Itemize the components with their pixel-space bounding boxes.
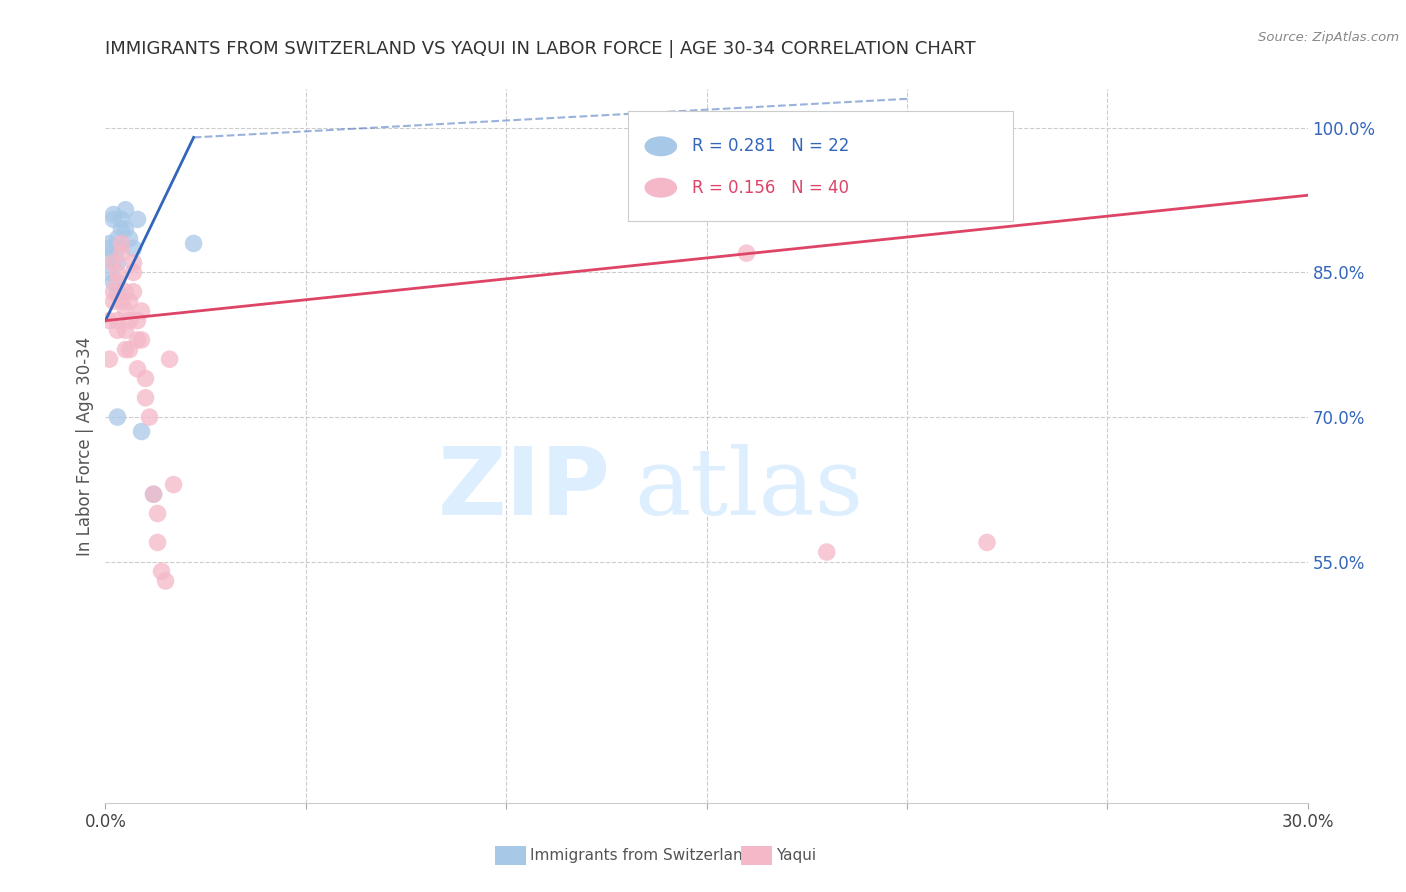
Point [118,313,141,327]
Point [110,246,132,260]
Point [146,535,169,549]
Point [103,294,125,309]
Point [155,574,177,588]
Point [162,477,184,491]
Point [138,410,160,425]
Point [110,222,132,236]
Point [98,352,121,367]
Text: atlas: atlas [634,444,863,533]
Point [142,487,165,501]
Point [127,362,149,376]
Point [107,232,129,246]
Point [815,545,838,559]
Point [122,265,145,279]
Point [122,256,145,270]
Point [103,275,125,289]
Point [98,265,121,279]
Point [127,333,149,347]
Point [118,232,141,246]
Point [159,352,181,367]
Point [131,333,153,347]
Point [114,323,136,337]
Point [110,236,132,251]
Text: ZIP: ZIP [437,442,610,535]
Point [127,313,149,327]
Point [107,265,129,279]
Point [107,323,129,337]
Point [114,304,136,318]
Point [98,313,121,327]
Point [114,343,136,357]
Point [142,487,165,501]
Point [103,285,125,299]
Point [122,241,145,255]
Point [135,391,157,405]
Point [976,535,998,549]
Point [114,285,136,299]
Point [107,410,129,425]
Y-axis label: In Labor Force | Age 30-34: In Labor Force | Age 30-34 [76,336,94,556]
Point [114,222,136,236]
Text: IMMIGRANTS FROM SWITZERLAND VS YAQUI IN LABOR FORCE | AGE 30-34 CORRELATION CHAR: IMMIGRANTS FROM SWITZERLAND VS YAQUI IN … [105,40,976,58]
Point [103,208,125,222]
Point [114,202,136,217]
Point [118,343,141,357]
Text: Source: ZipAtlas.com: Source: ZipAtlas.com [1258,31,1399,45]
Circle shape [645,178,676,197]
Circle shape [645,137,676,155]
Point [131,304,153,318]
Point [127,212,149,227]
Point [183,236,205,251]
Point [110,212,132,227]
Text: Yaqui: Yaqui [776,848,817,863]
Text: R = 0.281   N = 22: R = 0.281 N = 22 [692,137,849,155]
Point [735,246,758,260]
Point [107,256,129,270]
Point [150,565,173,579]
Point [98,236,121,251]
Point [118,294,141,309]
Text: R = 0.156   N = 40: R = 0.156 N = 40 [692,178,849,196]
Point [146,507,169,521]
Point [103,256,125,270]
Point [135,371,157,385]
Point [107,313,129,327]
Point [98,251,121,265]
Point [103,212,125,227]
Point [107,275,129,289]
Text: Immigrants from Switzerland: Immigrants from Switzerland [530,848,752,863]
FancyBboxPatch shape [628,111,1014,221]
Point [107,241,129,255]
Point [131,425,153,439]
Point [107,285,129,299]
Point [98,241,121,255]
Point [122,285,145,299]
Point [110,294,132,309]
